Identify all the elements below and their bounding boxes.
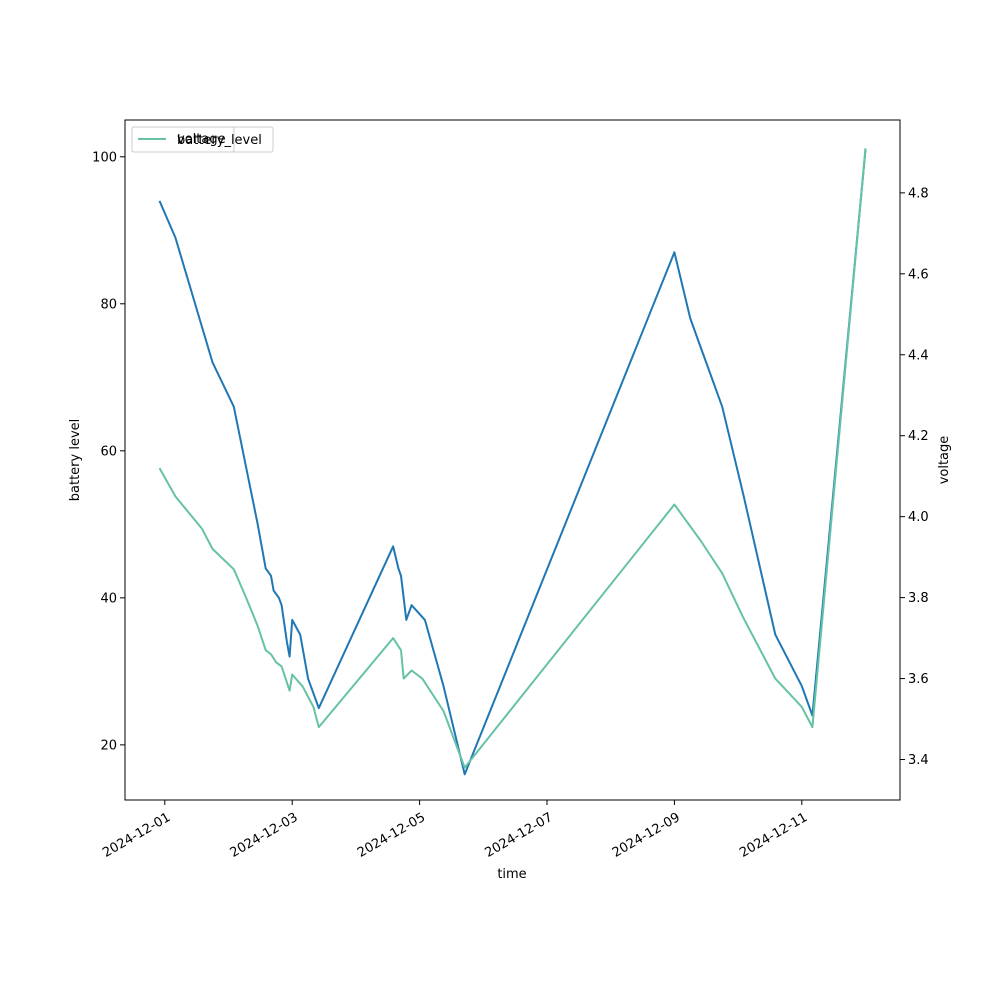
axes-frame bbox=[124, 119, 901, 801]
y-right-tick-label-1: 3.6 bbox=[908, 672, 929, 687]
y-right-tick-label-7: 4.8 bbox=[908, 186, 929, 201]
y-right-tick-label-4: 4.2 bbox=[908, 429, 929, 444]
legend-box-front bbox=[131, 126, 235, 153]
y-right-tick-label-6: 4.6 bbox=[908, 267, 929, 282]
legend-entry-voltage: voltage bbox=[177, 132, 226, 147]
series-line-battery-level bbox=[158, 149, 867, 776]
y-left-axis-label: battery level bbox=[68, 419, 83, 502]
y-right-tick-label-5: 4.4 bbox=[908, 348, 929, 363]
y-right-tick-label-0: 3.4 bbox=[908, 753, 929, 768]
y-left-tick-label-1: 40 bbox=[100, 591, 117, 606]
x-axis-label: time bbox=[497, 867, 526, 882]
series-line-voltage bbox=[158, 148, 867, 769]
y-right-axis: 3.4 3.6 3.8 4.0 4.2 4.4 4.6 4.8 bbox=[900, 186, 929, 768]
y-left-tick-label-2: 60 bbox=[100, 444, 117, 459]
y-right-tick-label-2: 3.8 bbox=[908, 591, 929, 606]
legend: battery_level voltage bbox=[131, 126, 274, 153]
y-right-axis-label: voltage bbox=[937, 436, 952, 485]
y-left-tick-label-0: 20 bbox=[100, 738, 117, 753]
y-left-tick-label-4: 100 bbox=[92, 150, 117, 165]
legend-entry-battery-level: battery_level bbox=[177, 133, 262, 148]
y-right-tick-label-3: 4.0 bbox=[908, 510, 929, 525]
y-left-tick-label-3: 80 bbox=[100, 297, 117, 312]
y-left-axis: 20 40 60 80 100 bbox=[92, 150, 125, 753]
series-layer bbox=[158, 148, 867, 776]
